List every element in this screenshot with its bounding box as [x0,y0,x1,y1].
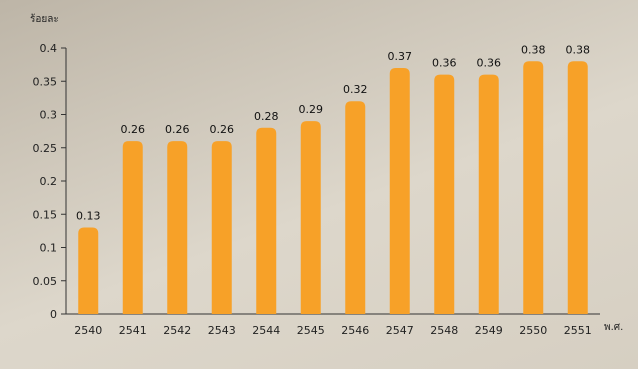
bar-2549 [478,74,499,314]
x-tick-label: 2541 [119,324,147,337]
bar-2543 [211,141,232,314]
y-tick-label: 0.1 [40,242,58,255]
y-tick-label: 0 [50,308,57,321]
y-tick-label: 0.15 [33,208,58,221]
bar-2551 [567,61,588,314]
x-tick-label: 2545 [297,324,325,337]
y-tick-label: 0.05 [33,275,58,288]
y-tick-label: 0.25 [33,142,58,155]
y-tick-label: 0.4 [40,42,58,55]
bar-2547 [389,67,410,314]
y-tick-label: 0.2 [40,175,58,188]
bar-2541 [122,141,143,314]
x-tick-label: 2549 [475,324,503,337]
x-tick-label: 2540 [74,324,102,337]
bars: 0.13 0.26 0.26 0.26 0.28 0.29 0.32 0.37 0.36 0.36… [76,43,591,315]
data-label: 0.32 [343,83,368,96]
data-label: 0.29 [299,103,324,116]
x-tick-label: 2542 [163,324,191,337]
x-tick-label: 2543 [208,324,236,337]
bar-2546 [345,101,366,314]
data-label: 0.38 [566,43,591,56]
y-ticks: 0 0.05 0.1 0.15 0.2 0.25 0.3 0.35 0.4 [33,42,66,321]
data-label: 0.28 [254,110,279,123]
data-label: 0.36 [477,57,502,70]
x-tick-label: 2544 [252,324,280,337]
data-label: 0.13 [76,210,101,223]
x-tick-label: 2551 [564,324,592,337]
x-ticks: 2540 2541 2542 2543 2544 2545 2546 2547 2548 2549… [74,324,592,337]
data-label: 0.38 [521,43,546,56]
bar-2540 [78,227,99,314]
data-label: 0.36 [432,57,457,70]
y-tick-label: 0.3 [40,109,58,122]
data-label: 0.26 [165,123,190,136]
y-tick-label: 0.35 [33,75,58,88]
x-tick-label: 2547 [386,324,414,337]
bar-2550 [523,61,544,314]
bar-2542 [167,141,188,314]
data-label: 0.26 [121,123,146,136]
x-axis-label: พ.ศ. [604,322,623,333]
bar-2548 [434,74,455,314]
bar-2544 [256,127,277,314]
x-tick-label: 2546 [341,324,369,337]
x-tick-label: 2548 [430,324,458,337]
data-label: 0.26 [210,123,235,136]
x-tick-label: 2550 [519,324,547,337]
data-label: 0.37 [388,50,413,63]
bar-2545 [300,121,321,315]
y-axis-label: ร้อยละ [30,13,59,25]
